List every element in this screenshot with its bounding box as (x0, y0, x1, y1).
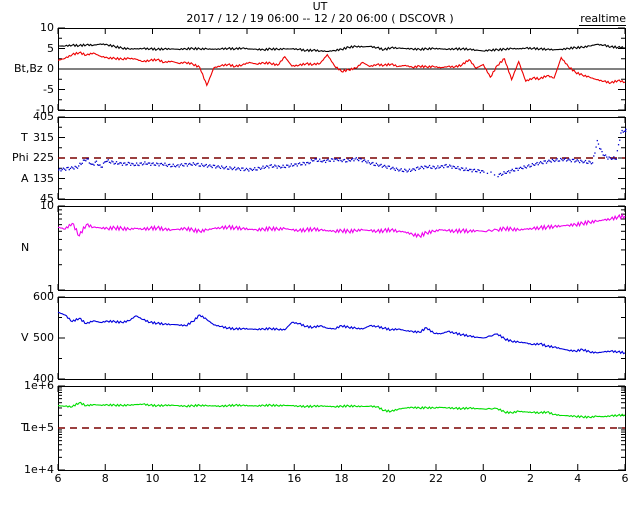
panel-y-label: Bt,Bz (14, 62, 43, 75)
panel-y-label: V (21, 331, 29, 344)
x-tick-label: 4 (574, 472, 582, 485)
x-tick-label: 12 (192, 472, 207, 485)
y-tick-label: 135 (33, 171, 54, 185)
x-axis-label: UT (312, 0, 328, 13)
y-tick-label: 1 (47, 283, 54, 296)
y-tick-label: 500 (33, 331, 54, 344)
panel-y-label: Phi (12, 151, 29, 164)
y-tick-label: 1e+4 (24, 463, 54, 476)
x-tick-label: 0 (479, 472, 487, 485)
y-tick-label: 0 (47, 62, 54, 75)
y-tick-label: 405 (33, 110, 54, 123)
panel-y-label: A (21, 171, 29, 185)
y-tick-label: 5 (47, 41, 54, 55)
x-tick-label: 2 (527, 472, 534, 485)
panel-y-label: N (21, 241, 30, 254)
x-tick-label: 22 (429, 472, 443, 485)
y-tick-label: -10 (36, 103, 54, 116)
y-tick-label: 10 (40, 199, 54, 212)
x-tick-label: 14 (240, 472, 254, 485)
panel-y-label: T (21, 130, 28, 144)
realtime-underline (579, 25, 626, 26)
x-tick-label: 20 (381, 472, 396, 485)
y-tick-label: 315 (33, 130, 54, 144)
y-tick-label: 1e+5 (24, 421, 54, 434)
x-tick-label: 18 (334, 472, 349, 485)
y-tick-label: 1e+6 (24, 379, 54, 392)
y-tick-label: -5 (43, 82, 54, 96)
y-tick-label: 225 (33, 151, 54, 164)
y-tick-label: 600 (33, 290, 54, 303)
panel-y-label: T (21, 421, 28, 434)
y-tick-label: 10 (40, 21, 54, 34)
x-tick-label: 8 (101, 472, 109, 485)
page-title: 2017 / 12 / 19 06:00 -- 12 / 20 06:00 ( … (186, 12, 454, 25)
y-tick-label: 400 (33, 372, 54, 385)
x-tick-label: 6 (54, 472, 62, 485)
realtime-label: realtime (580, 12, 626, 25)
x-tick-label: 6 (621, 472, 629, 485)
y-tick-label: 45 (40, 192, 54, 205)
x-tick-label: 10 (145, 472, 160, 485)
x-tick-label: 16 (287, 472, 302, 485)
